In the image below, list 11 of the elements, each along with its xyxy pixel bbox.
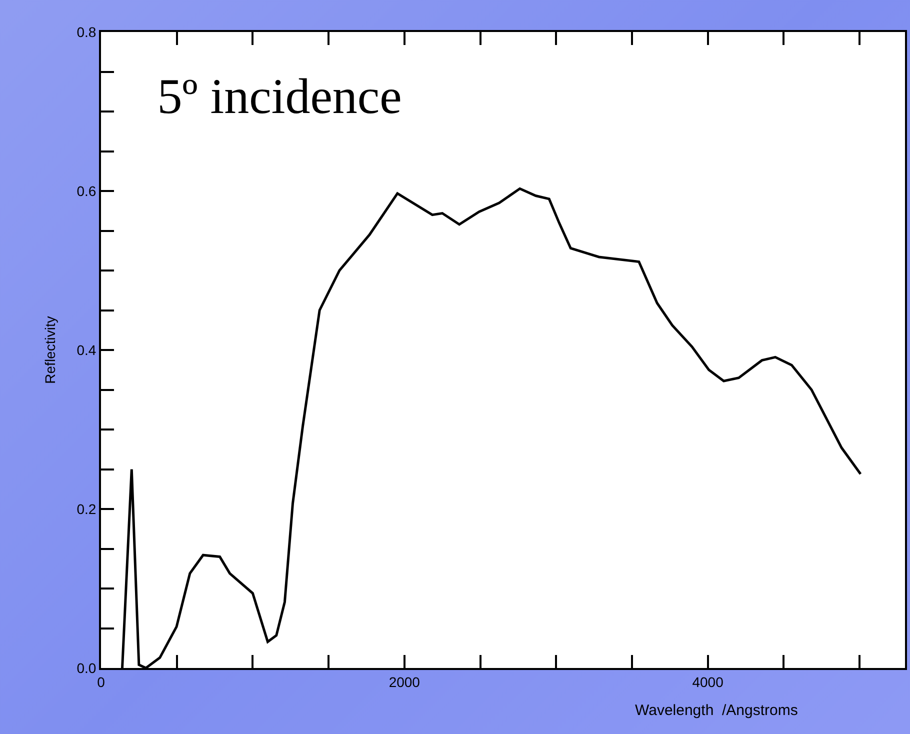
text: 5º incidence <box>157 68 402 124</box>
y-tick-label: 0.0 <box>76 660 96 676</box>
x-axis-title: Wavelength /Angstroms <box>635 702 798 719</box>
x-tick-label: 4000 <box>692 674 724 690</box>
y-tick-label: 0.6 <box>76 182 96 199</box>
x-tick-label: 2000 <box>388 674 420 690</box>
y-tick-label: 0.2 <box>76 500 96 517</box>
x-tick-label: 0 <box>97 674 106 690</box>
y-axis-title: Reflectivity <box>42 316 58 384</box>
y-tick-label: 0.8 <box>76 24 96 40</box>
y-tick-label: 0.4 <box>76 342 96 358</box>
